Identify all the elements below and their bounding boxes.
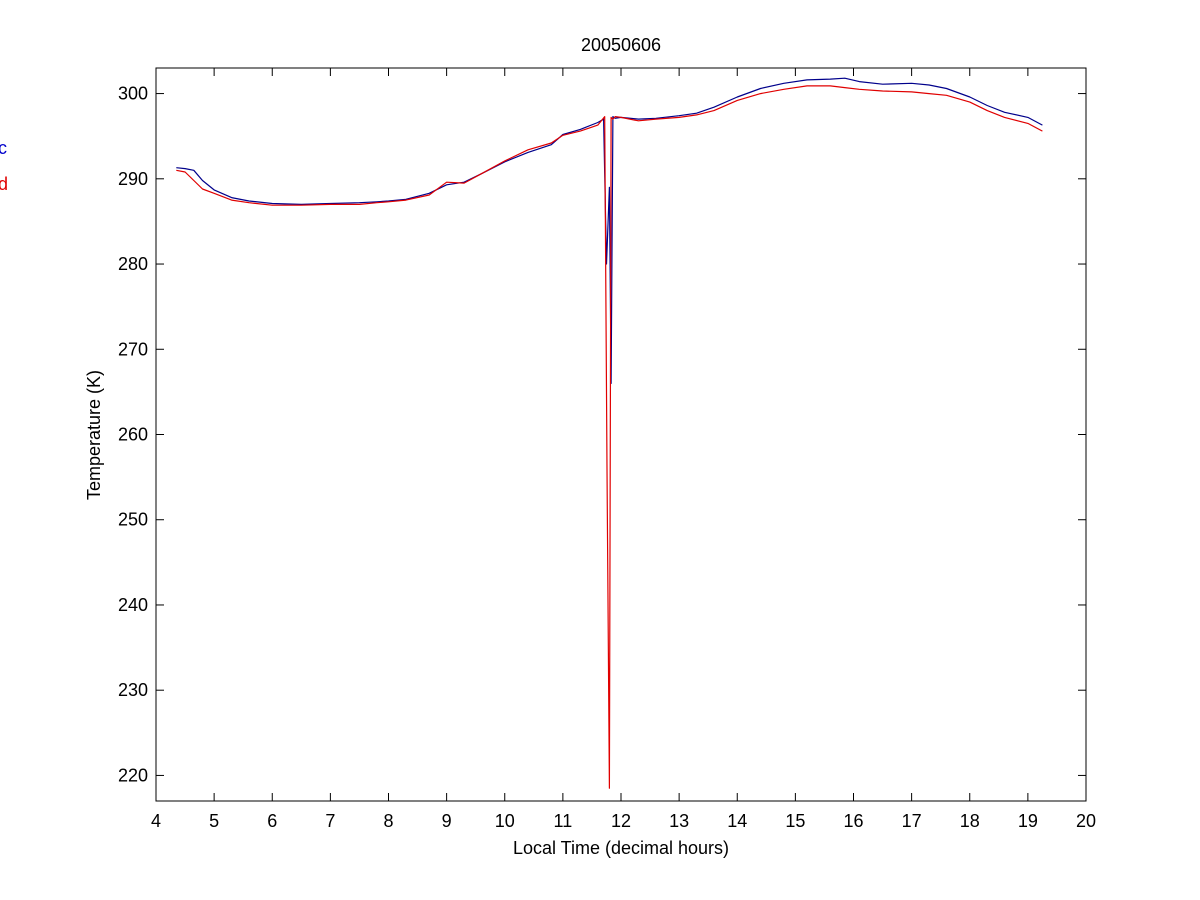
x-tick-label: 5	[209, 811, 219, 831]
y-axis-label: Temperature (K)	[84, 370, 104, 500]
tick-labels: 4 5 6 7 8 9 10 11 12 13 14 15 16 17 18 19 20 220 230 240 250…	[118, 84, 1096, 831]
x-tick-label: 16	[843, 811, 863, 831]
x-tick-label: 8	[383, 811, 393, 831]
x-tick-label: 19	[1018, 811, 1038, 831]
x-tick-label: 6	[267, 811, 277, 831]
x-tick-label: 13	[669, 811, 689, 831]
x-tick-label: 4	[151, 811, 161, 831]
y-tick-label: 220	[118, 765, 148, 785]
series-line-1	[176, 85, 1043, 789]
y-tick-label: 270	[118, 339, 148, 359]
y-tick-label: 300	[118, 84, 148, 104]
y-tick-label: 250	[118, 510, 148, 530]
y-tick-label: 230	[118, 680, 148, 700]
chart-title: 20050606	[581, 35, 661, 55]
series-line-0	[176, 77, 1043, 384]
x-tick-label: 9	[442, 811, 452, 831]
x-tick-label: 14	[727, 811, 747, 831]
x-axis-label: Local Time (decimal hours)	[513, 838, 729, 858]
x-tick-label: 18	[960, 811, 980, 831]
y-tick-label: 280	[118, 254, 148, 274]
y-tick-label: 260	[118, 425, 148, 445]
x-tick-label: 11	[554, 811, 573, 831]
x-tick-label: 17	[902, 811, 922, 831]
legend-entry-c: c	[0, 138, 7, 158]
legend-entry-d: d	[0, 174, 8, 194]
series-group	[176, 77, 1043, 789]
axis-ticks	[155, 68, 1087, 801]
plot-area	[155, 67, 1087, 802]
x-tick-label: 20	[1076, 811, 1096, 831]
x-tick-label: 7	[325, 811, 335, 831]
y-tick-label: 240	[118, 595, 148, 615]
y-tick-label: 290	[118, 169, 148, 189]
x-tick-label: 10	[495, 811, 515, 831]
x-tick-label: 15	[785, 811, 805, 831]
x-tick-label: 12	[611, 811, 631, 831]
